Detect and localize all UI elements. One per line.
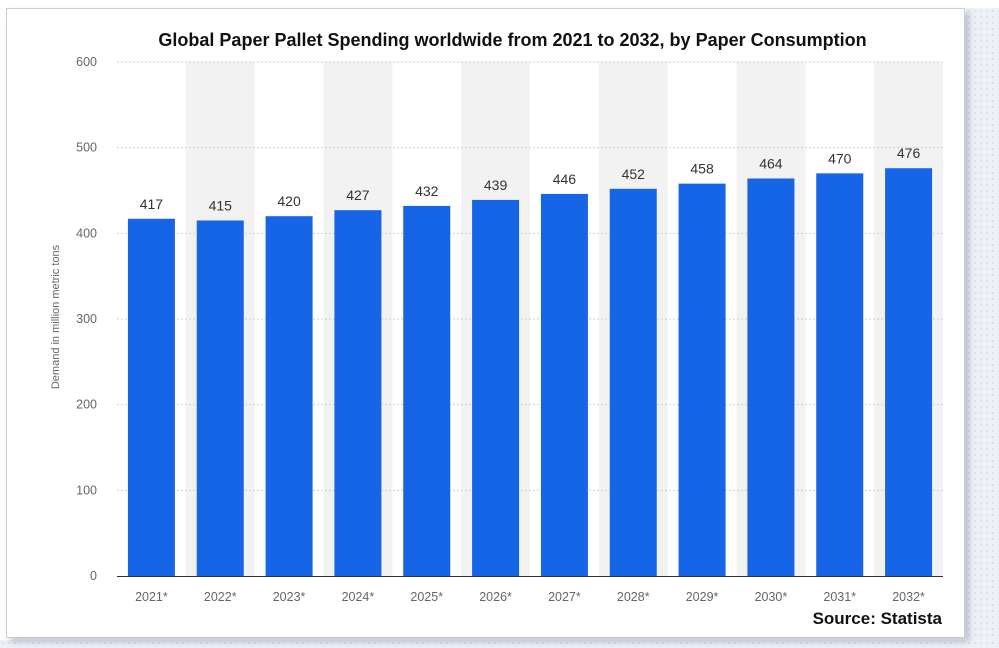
decorative-background-bottom — [0, 640, 999, 648]
value-labels: 417 415 420 427 432 439 446 452 458 464 470 476 — [140, 145, 921, 213]
x-tick-label: 2022* — [204, 590, 237, 604]
x-tick-label: 2028* — [617, 590, 650, 604]
value-label: 446 — [553, 171, 577, 187]
x-axis-ticks: 2021* 2022* 2023* 2024* 2025* 2026* 2027* 2028*… — [135, 590, 925, 604]
y-axis-ticks: 0 100 200 300 400 500 600 — [76, 55, 97, 583]
y-tick-label: 500 — [76, 141, 97, 155]
y-tick-label: 0 — [90, 569, 97, 583]
x-tick-label: 2026* — [479, 590, 512, 604]
value-label: 417 — [140, 196, 164, 212]
x-tick-label: 2032* — [892, 590, 925, 604]
value-label: 415 — [209, 197, 233, 213]
bar-2032 — [885, 168, 933, 576]
value-label: 452 — [622, 166, 646, 182]
x-tick-label: 2029* — [686, 590, 719, 604]
value-label: 427 — [346, 187, 370, 203]
y-tick-label: 100 — [76, 483, 97, 497]
bar-2025 — [403, 205, 451, 577]
bar-2026 — [472, 199, 520, 576]
bar-2028 — [609, 188, 657, 576]
gridlines — [117, 61, 943, 491]
x-tick-label: 2025* — [410, 590, 443, 604]
y-tick-label: 300 — [76, 312, 97, 326]
bar-2022 — [196, 220, 244, 576]
y-axis-title: Demand in million metric tons — [50, 244, 62, 389]
bar-2031 — [816, 173, 864, 576]
y-tick-label: 400 — [76, 226, 97, 240]
bar-2024 — [334, 210, 382, 576]
source-note: Source: Statista — [812, 609, 942, 628]
x-tick-label: 2027* — [548, 590, 581, 604]
x-tick-label: 2030* — [755, 590, 788, 604]
bar-2021 — [127, 218, 175, 576]
bar-2029 — [678, 183, 726, 576]
value-label: 476 — [897, 145, 921, 161]
value-label: 470 — [828, 150, 852, 166]
chart-title: Global Paper Pallet Spending worldwide f… — [158, 30, 867, 50]
y-tick-label: 600 — [76, 55, 97, 69]
y-tick-label: 200 — [76, 398, 97, 412]
decorative-background-right — [966, 8, 999, 644]
x-tick-label: 2021* — [135, 590, 168, 604]
x-tick-label: 2024* — [342, 590, 375, 604]
value-label: 458 — [690, 161, 714, 177]
value-label: 464 — [759, 156, 783, 172]
bar-2027 — [540, 193, 588, 576]
value-label: 420 — [277, 193, 301, 209]
value-label: 439 — [484, 177, 508, 193]
bar-2023 — [265, 216, 313, 576]
x-tick-label: 2031* — [823, 590, 856, 604]
x-tick-label: 2023* — [273, 590, 306, 604]
bar-2030 — [747, 178, 795, 577]
value-label: 432 — [415, 183, 439, 199]
bars — [127, 168, 933, 577]
